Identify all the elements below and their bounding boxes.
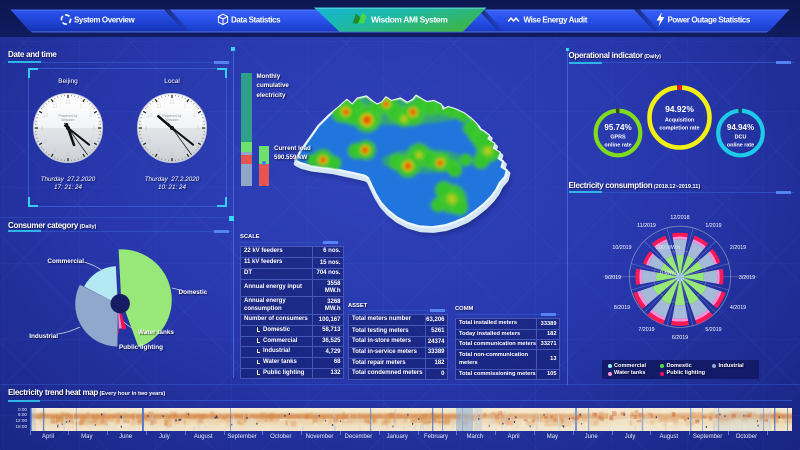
svg-text:7: 7: [158, 149, 161, 155]
svg-text:Acquisition: Acquisition: [665, 118, 694, 124]
svg-text:11: 11: [156, 104, 161, 110]
svg-text:Wisdom AMI System: Wisdom AMI System: [371, 14, 448, 24]
svg-text:Data Statistics: Data Statistics: [231, 15, 281, 24]
svg-text:12/2018: 12/2018: [670, 215, 689, 221]
svg-text:online rate: online rate: [727, 143, 754, 149]
svg-text:8: 8: [44, 139, 47, 145]
svg-text:9/2019: 9/2019: [605, 275, 621, 281]
svg-text:Powered by: Powered by: [163, 114, 182, 118]
svg-text:200 MW.h: 200 MW.h: [656, 245, 680, 251]
svg-text:12: 12: [169, 100, 175, 106]
svg-text:2: 2: [89, 113, 92, 119]
svg-text:94.92%: 94.92%: [665, 104, 694, 114]
svg-text:Powered by: Powered by: [59, 114, 78, 118]
svg-text:5/2019: 5/2019: [705, 327, 721, 333]
svg-text:4: 4: [89, 139, 92, 145]
svg-text:10: 10: [147, 113, 153, 119]
svg-text:3: 3: [197, 126, 200, 132]
svg-text:3/2019: 3/2019: [739, 275, 755, 281]
svg-text:9: 9: [145, 126, 148, 132]
svg-text:4/2019: 4/2019: [730, 305, 746, 311]
svg-text:10/2019: 10/2019: [612, 245, 631, 251]
svg-text:8: 8: [148, 139, 151, 145]
svg-text:1: 1: [184, 104, 187, 110]
svg-text:6: 6: [171, 152, 174, 158]
svg-text:Power Outage Statistics: Power Outage Statistics: [668, 15, 751, 24]
svg-text:8/2019: 8/2019: [614, 305, 630, 311]
svg-text:11/2019: 11/2019: [637, 223, 656, 229]
svg-text:Wisdom: Wisdom: [62, 118, 75, 122]
svg-text:completion rate: completion rate: [659, 126, 699, 132]
svg-text:95.74%: 95.74%: [604, 123, 631, 132]
svg-text:online rate: online rate: [604, 143, 631, 149]
svg-text:GPRS: GPRS: [610, 135, 626, 141]
svg-text:3: 3: [93, 126, 96, 132]
svg-text:System Overview: System Overview: [74, 15, 135, 24]
svg-text:6: 6: [67, 152, 70, 158]
svg-text:2: 2: [193, 113, 196, 119]
svg-text:6/2019: 6/2019: [672, 335, 688, 341]
svg-text:Wise Energy Audit: Wise Energy Audit: [524, 15, 588, 24]
svg-text:1/2019: 1/2019: [705, 223, 721, 229]
svg-text:2/2019: 2/2019: [730, 245, 746, 251]
svg-text:12: 12: [65, 100, 71, 106]
svg-text:DCU: DCU: [735, 135, 747, 141]
svg-text:4: 4: [193, 139, 196, 145]
svg-text:7/2019: 7/2019: [638, 327, 654, 333]
svg-text:10: 10: [43, 113, 49, 119]
svg-text:11: 11: [52, 104, 57, 110]
svg-text:5: 5: [80, 149, 83, 155]
svg-text:9: 9: [41, 126, 44, 132]
svg-text:5: 5: [184, 149, 187, 155]
svg-text:0 MW.h: 0 MW.h: [660, 271, 678, 277]
svg-text:94.94%: 94.94%: [727, 123, 754, 132]
svg-text:Wisdom: Wisdom: [166, 118, 179, 122]
svg-text:1: 1: [80, 104, 83, 110]
svg-text:7: 7: [54, 149, 57, 155]
